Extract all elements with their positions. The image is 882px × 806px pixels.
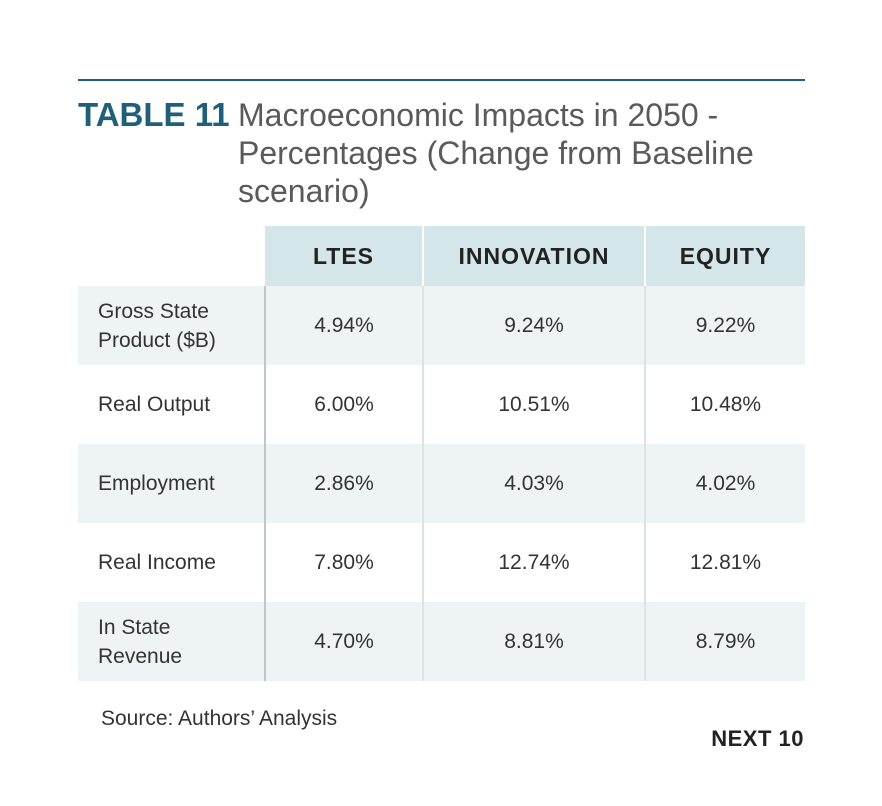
row-label: Employment bbox=[78, 444, 265, 523]
equity-value: 12.81% bbox=[644, 523, 805, 602]
table-row: Gross State Product ($B) 4.94% 9.24% 9.2… bbox=[78, 286, 805, 365]
source-note: Source: Authors’ Analysis bbox=[101, 707, 338, 730]
table-header-row: LTES INNOVATION EQUITY bbox=[78, 226, 805, 286]
row-label: Real Income bbox=[98, 551, 216, 574]
macroeconomic-impacts-table: LTES INNOVATION EQUITY Gross State Produ… bbox=[78, 226, 805, 681]
innovation-value: 8.81% bbox=[422, 602, 645, 681]
innovation-value: 12.74% bbox=[422, 523, 645, 602]
table-row: Real Output 6.00% 10.51% 10.48% bbox=[78, 365, 805, 444]
equity-value: 10.48% bbox=[644, 365, 805, 444]
ltes-value: 4.94% bbox=[264, 286, 423, 365]
table-row: Employment 2.86% 4.03% 4.02% bbox=[78, 444, 805, 523]
equity-value: 8.79% bbox=[644, 602, 805, 681]
table-label: TABLE 11 bbox=[78, 96, 230, 133]
row-label: Real Output bbox=[98, 393, 211, 416]
innovation-value: 10.51% bbox=[422, 365, 645, 444]
column-header-innovation: INNOVATION bbox=[422, 226, 645, 286]
equity-value: 4.02% bbox=[644, 444, 805, 523]
innovation-value: 4.03% bbox=[422, 444, 645, 523]
header-corner-cell bbox=[78, 226, 265, 286]
ltes-value: 2.86% bbox=[264, 444, 423, 523]
equity-value: 9.22% bbox=[644, 286, 805, 365]
ltes-value: 4.70% bbox=[264, 602, 423, 681]
ltes-value: 6.00% bbox=[264, 365, 423, 444]
column-header-ltes: LTES bbox=[265, 226, 423, 286]
row-label: In State Revenue bbox=[78, 602, 265, 681]
table-row: In State Revenue 4.70% 8.81% 8.79% bbox=[78, 602, 805, 681]
brand-logo-text: NEXT 10 bbox=[711, 726, 804, 751]
top-rule bbox=[78, 79, 805, 81]
column-header-equity: EQUITY bbox=[644, 226, 805, 286]
table-title: Macroeconomic Impacts in 2050 - Percenta… bbox=[238, 97, 754, 209]
table-row: Real Income 7.80% 12.74% 12.81% bbox=[78, 523, 805, 602]
innovation-value: 9.24% bbox=[422, 286, 645, 365]
ltes-value: 7.80% bbox=[264, 523, 423, 602]
row-label: Gross State Product ($B) bbox=[78, 286, 265, 365]
